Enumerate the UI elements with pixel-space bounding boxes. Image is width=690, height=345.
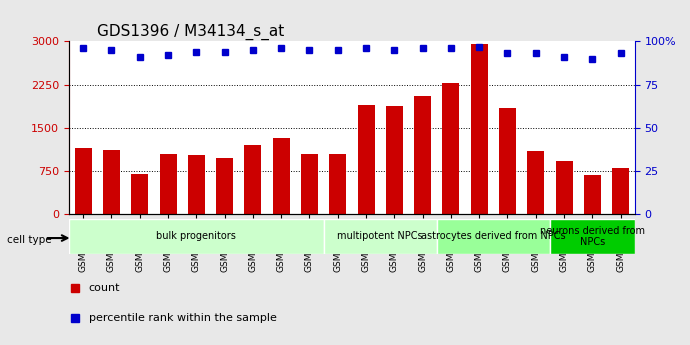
Bar xyxy=(103,149,120,214)
Bar xyxy=(216,158,233,214)
Text: neurons derived from
NPCs: neurons derived from NPCs xyxy=(540,226,645,247)
Bar xyxy=(301,154,318,214)
Bar xyxy=(244,145,262,214)
Bar xyxy=(442,83,460,214)
Bar xyxy=(329,154,346,214)
Bar xyxy=(159,154,177,214)
Bar xyxy=(499,108,516,214)
Text: bulk progenitors: bulk progenitors xyxy=(157,231,236,241)
Bar xyxy=(584,175,601,214)
Bar xyxy=(555,161,573,214)
Bar xyxy=(471,44,488,214)
Text: multipotent NPCs: multipotent NPCs xyxy=(337,231,423,241)
FancyBboxPatch shape xyxy=(437,219,550,254)
Bar xyxy=(273,138,290,214)
Text: GDS1396 / M34134_s_at: GDS1396 / M34134_s_at xyxy=(97,24,284,40)
Text: astrocytes derived from NPCs: astrocytes derived from NPCs xyxy=(421,231,566,241)
FancyBboxPatch shape xyxy=(324,219,437,254)
Bar xyxy=(527,151,544,214)
Bar xyxy=(75,148,92,214)
Bar xyxy=(131,174,148,214)
Bar xyxy=(414,96,431,214)
Bar xyxy=(612,168,629,214)
Text: count: count xyxy=(89,283,120,293)
Text: percentile rank within the sample: percentile rank within the sample xyxy=(89,314,277,323)
Bar xyxy=(386,106,403,214)
Bar xyxy=(357,105,375,214)
Text: cell type: cell type xyxy=(7,235,52,245)
Bar xyxy=(188,155,205,214)
FancyBboxPatch shape xyxy=(550,219,635,254)
FancyBboxPatch shape xyxy=(69,219,324,254)
